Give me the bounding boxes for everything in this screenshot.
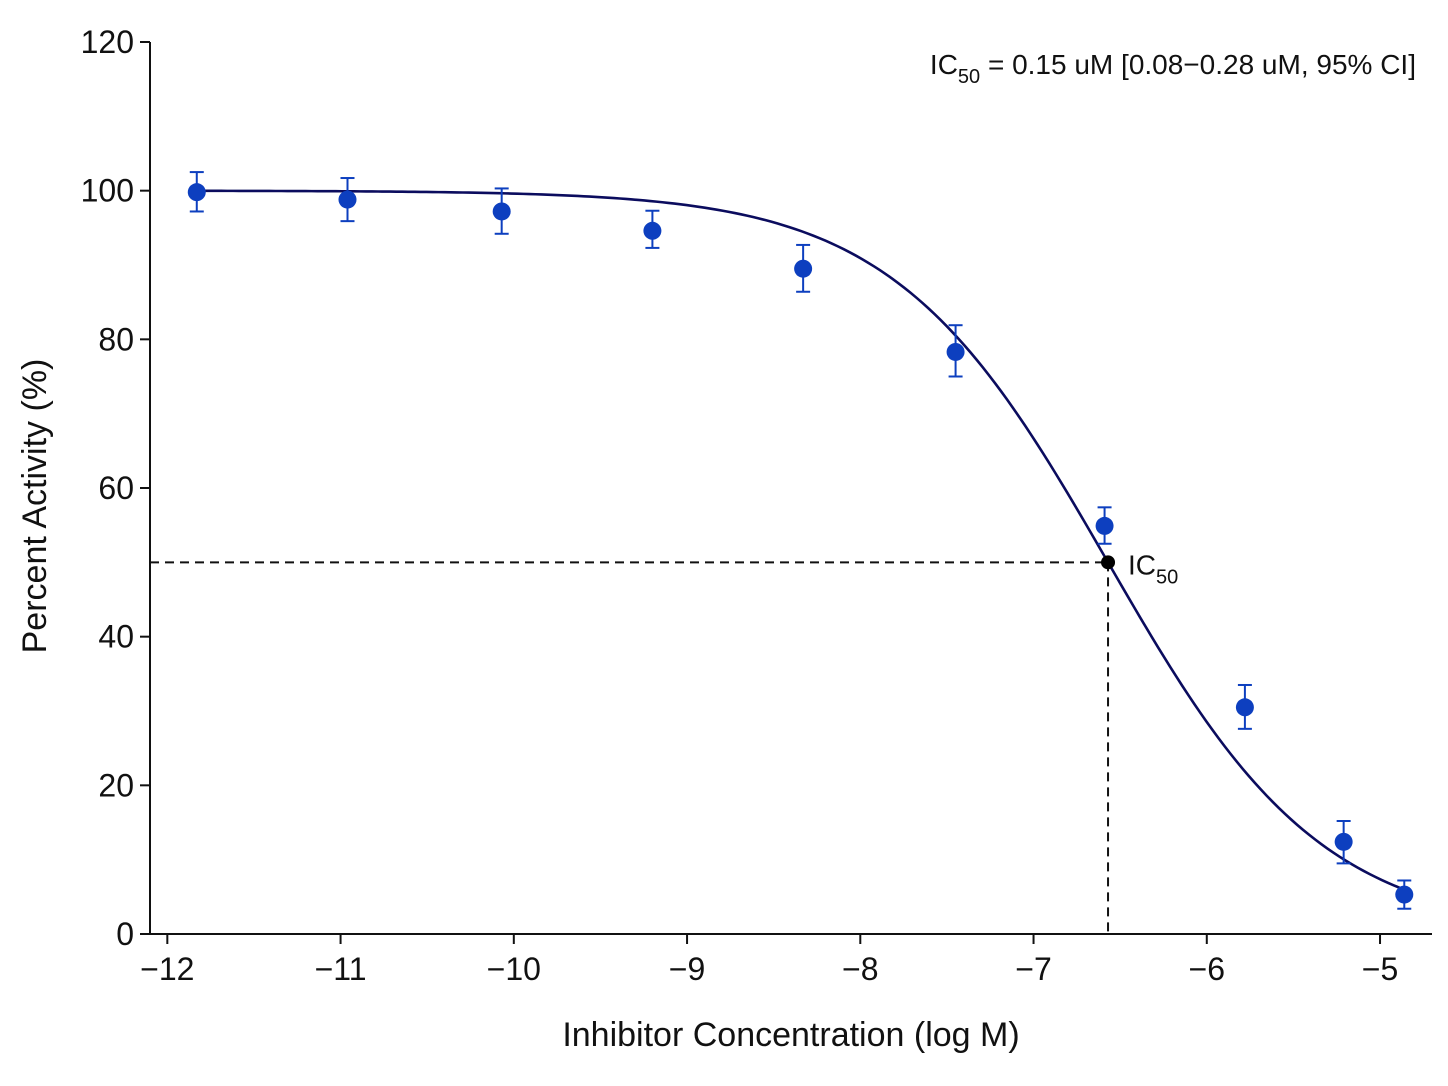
data-point [643, 221, 662, 240]
data-point [1235, 698, 1254, 717]
x-tick-label: −5 [1362, 951, 1398, 987]
x-tick-label: −7 [1015, 951, 1051, 987]
x-tick-label: −10 [487, 951, 541, 987]
x-tick-label: −9 [669, 951, 705, 987]
axes-group: 0 20 40 60 80 100 120 −12 −11 −10 −9 −8 −7 −6 −5 [81, 24, 1432, 987]
y-tick-label: 60 [98, 470, 134, 506]
y-axis-title: Percent Activity (%) [16, 359, 54, 654]
ic50-annotation-rest: = 0.15 uM [0.08−0.28 uM, 95% CI] [980, 49, 1416, 80]
data-point [338, 190, 357, 209]
data-points-group [187, 171, 1414, 910]
y-axis-ticks: 0 20 40 60 80 100 120 [81, 24, 150, 952]
x-axis-ticks: −12 −11 −10 −9 −8 −7 −6 −5 [140, 934, 1398, 987]
ic50-marker-label: IC50 [1128, 549, 1178, 588]
plot-area: IC50 [150, 171, 1414, 934]
y-tick-label: 40 [98, 619, 134, 655]
x-tick-label: −8 [842, 951, 878, 987]
ic50-annotation: IC50 = 0.15 uM [0.08−0.28 uM, 95% CI] [930, 49, 1416, 88]
data-point [187, 183, 206, 202]
data-point [794, 259, 813, 278]
data-point [492, 202, 511, 221]
ic50-annotation-prefix: IC [930, 49, 958, 80]
data-point [946, 342, 965, 361]
data-point [1395, 885, 1414, 904]
y-tick-label: 100 [81, 173, 134, 209]
ic50-marker-dot [1101, 555, 1116, 570]
y-tick-label: 80 [98, 321, 134, 357]
x-axis-title: Inhibitor Concentration (log M) [562, 1016, 1019, 1054]
y-tick-label: 0 [116, 916, 134, 952]
data-point [1095, 516, 1114, 535]
y-tick-label: 120 [81, 24, 134, 60]
ic50-annotation-sub: 50 [958, 66, 980, 88]
x-tick-label: −6 [1189, 951, 1225, 987]
x-tick-label: −11 [315, 951, 367, 987]
y-tick-label: 20 [98, 767, 134, 803]
data-point [1334, 832, 1353, 851]
x-tick-label: −12 [140, 951, 194, 987]
fit-curve-line [196, 189, 1407, 892]
ic50-marker-label-main: IC [1128, 549, 1156, 580]
ic50-marker-label-sub: 50 [1156, 566, 1178, 588]
